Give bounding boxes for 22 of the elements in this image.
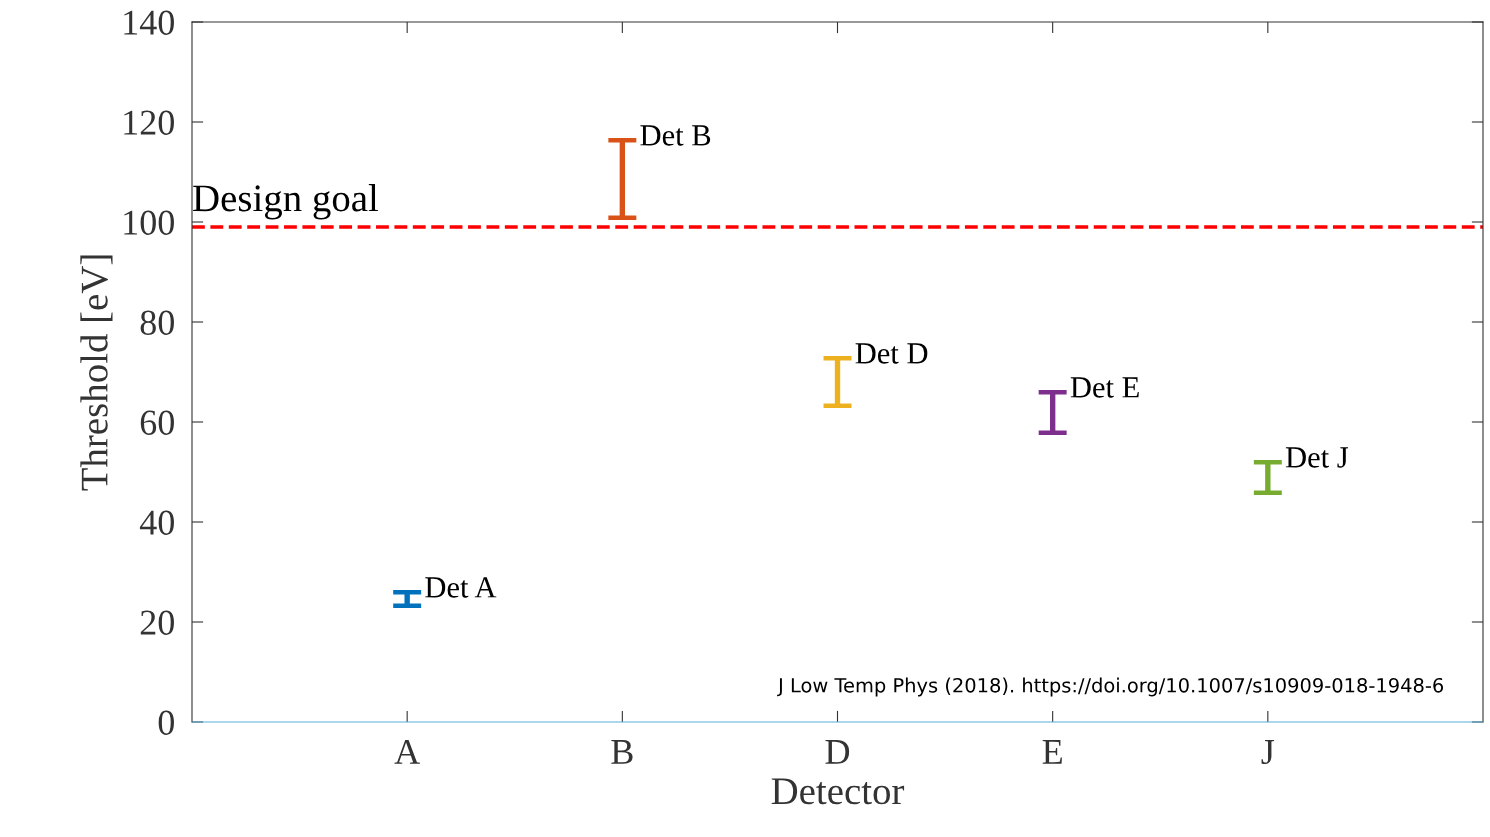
y-axis-title: Threshold [eV] [80, 255, 113, 491]
annotation: Det B [640, 125, 711, 146]
y-tick-label: 60 [140, 410, 174, 435]
y-tick-label: 80 [140, 310, 174, 335]
annotation: J Low Temp Phys (2018). https://doi.org/10.1007/s10909-018-1948-6 [777, 677, 1444, 697]
x-tick-label: E [1042, 740, 1062, 764]
y-tick-label: 0 [158, 710, 174, 735]
x-tick-label: D [825, 740, 850, 764]
x-tick-label: B [611, 740, 633, 764]
y-tick-label: 140 [124, 10, 174, 35]
annotation: Det J [1285, 447, 1349, 468]
x-axis-title: Detector [771, 778, 905, 805]
annotation: Det D [855, 343, 928, 364]
x-tick-label: A [394, 739, 420, 764]
ref-line-label: Design goal [193, 184, 379, 220]
y-tick-label: 120 [124, 110, 174, 135]
annotation: Det A [425, 577, 497, 598]
annotation: Det E [1070, 377, 1139, 398]
x-tick-label: J [1261, 740, 1275, 765]
y-tick-label: 100 [124, 210, 174, 235]
y-tick-label: 40 [139, 510, 174, 535]
y-tick-label: 20 [140, 610, 174, 635]
